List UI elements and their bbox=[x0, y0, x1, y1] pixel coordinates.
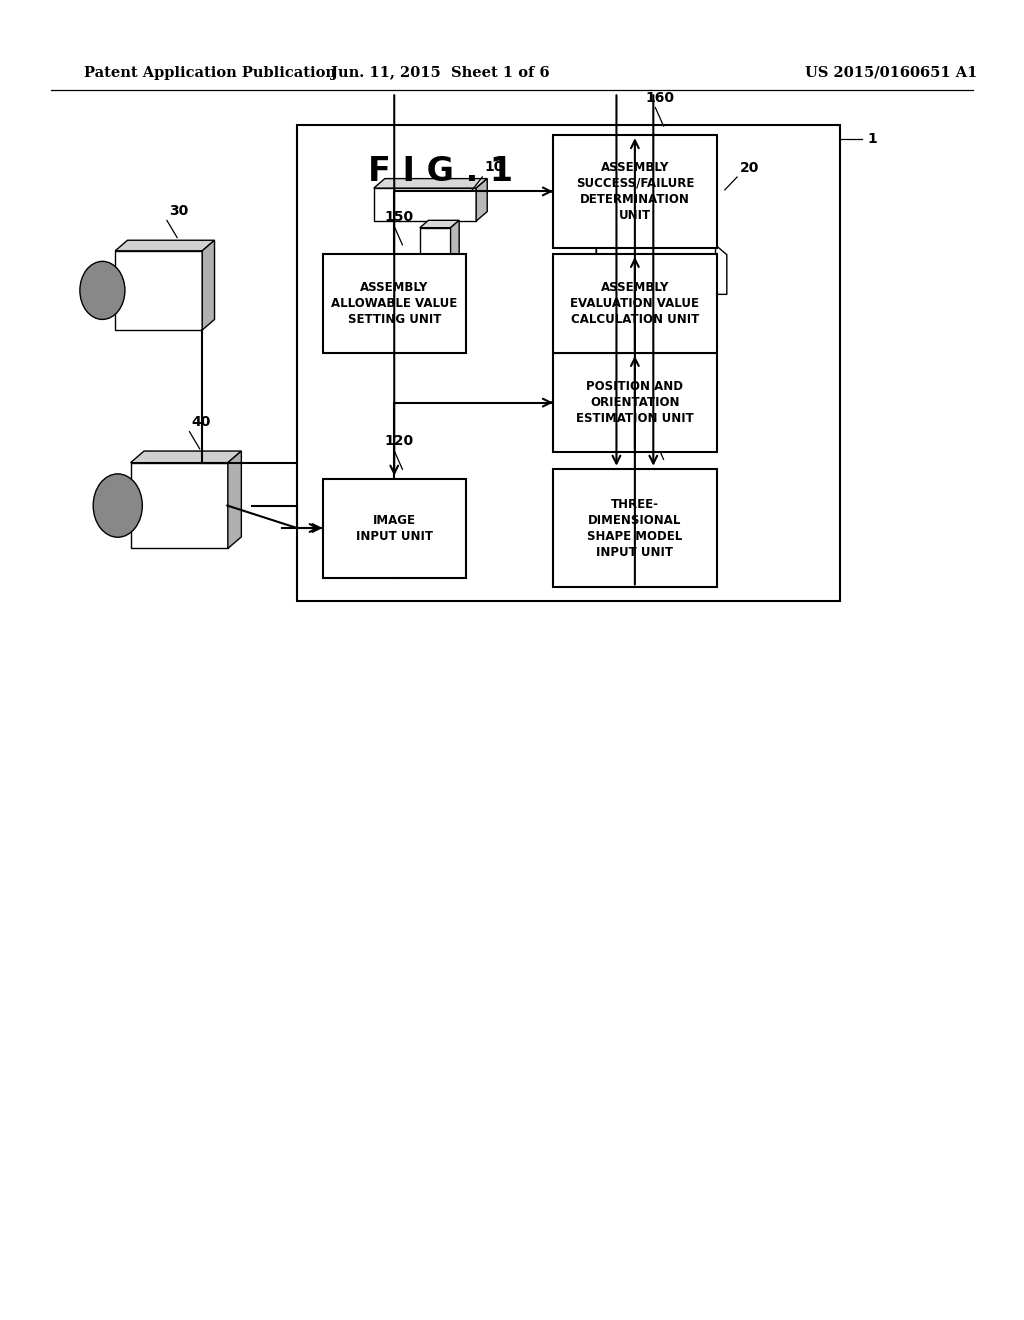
Text: 30: 30 bbox=[169, 203, 188, 218]
Polygon shape bbox=[203, 240, 215, 330]
FancyBboxPatch shape bbox=[323, 479, 466, 578]
Text: 140: 140 bbox=[645, 210, 674, 223]
Polygon shape bbox=[115, 251, 203, 330]
Text: 160: 160 bbox=[645, 91, 674, 106]
Text: 10: 10 bbox=[484, 160, 504, 174]
Polygon shape bbox=[596, 244, 727, 294]
Text: POSITION AND
ORIENTATION
ESTIMATION UNIT: POSITION AND ORIENTATION ESTIMATION UNIT bbox=[577, 380, 693, 425]
Polygon shape bbox=[451, 220, 459, 288]
Polygon shape bbox=[131, 463, 227, 549]
Text: 1: 1 bbox=[867, 132, 878, 147]
Polygon shape bbox=[115, 240, 215, 251]
Polygon shape bbox=[596, 244, 715, 284]
Text: Patent Application Publication: Patent Application Publication bbox=[84, 66, 336, 79]
Circle shape bbox=[93, 474, 142, 537]
Text: 130: 130 bbox=[645, 309, 674, 323]
Circle shape bbox=[80, 261, 125, 319]
Polygon shape bbox=[596, 145, 715, 244]
Text: ASSEMBLY
SUCCESS/FAILURE
DETERMINATION
UNIT: ASSEMBLY SUCCESS/FAILURE DETERMINATION U… bbox=[575, 161, 694, 222]
Text: F I G . 1: F I G . 1 bbox=[368, 154, 513, 187]
Polygon shape bbox=[227, 451, 242, 549]
FancyBboxPatch shape bbox=[646, 260, 665, 284]
Text: ASSEMBLY
ALLOWABLE VALUE
SETTING UNIT: ASSEMBLY ALLOWABLE VALUE SETTING UNIT bbox=[331, 281, 458, 326]
FancyBboxPatch shape bbox=[553, 469, 717, 587]
Text: IMAGE
INPUT UNIT: IMAGE INPUT UNIT bbox=[355, 513, 433, 543]
Text: US 2015/0160651 A1: US 2015/0160651 A1 bbox=[805, 66, 977, 79]
FancyBboxPatch shape bbox=[553, 354, 717, 451]
FancyBboxPatch shape bbox=[553, 135, 717, 248]
Polygon shape bbox=[374, 189, 476, 220]
Text: 120: 120 bbox=[384, 434, 413, 449]
Text: ASSEMBLY
EVALUATION VALUE
CALCULATION UNIT: ASSEMBLY EVALUATION VALUE CALCULATION UN… bbox=[570, 281, 699, 326]
Text: 20: 20 bbox=[740, 161, 760, 176]
Polygon shape bbox=[420, 227, 451, 288]
FancyBboxPatch shape bbox=[323, 253, 466, 352]
Text: 110: 110 bbox=[645, 424, 674, 438]
Polygon shape bbox=[476, 178, 487, 220]
FancyBboxPatch shape bbox=[553, 253, 717, 352]
Polygon shape bbox=[420, 220, 459, 227]
Text: THREE-
DIMENSIONAL
SHAPE MODEL
INPUT UNIT: THREE- DIMENSIONAL SHAPE MODEL INPUT UNI… bbox=[587, 498, 683, 558]
Text: 40: 40 bbox=[191, 414, 211, 429]
Text: Jun. 11, 2015  Sheet 1 of 6: Jun. 11, 2015 Sheet 1 of 6 bbox=[331, 66, 550, 79]
Polygon shape bbox=[374, 178, 487, 189]
Polygon shape bbox=[131, 451, 242, 463]
Text: 150: 150 bbox=[384, 210, 413, 223]
